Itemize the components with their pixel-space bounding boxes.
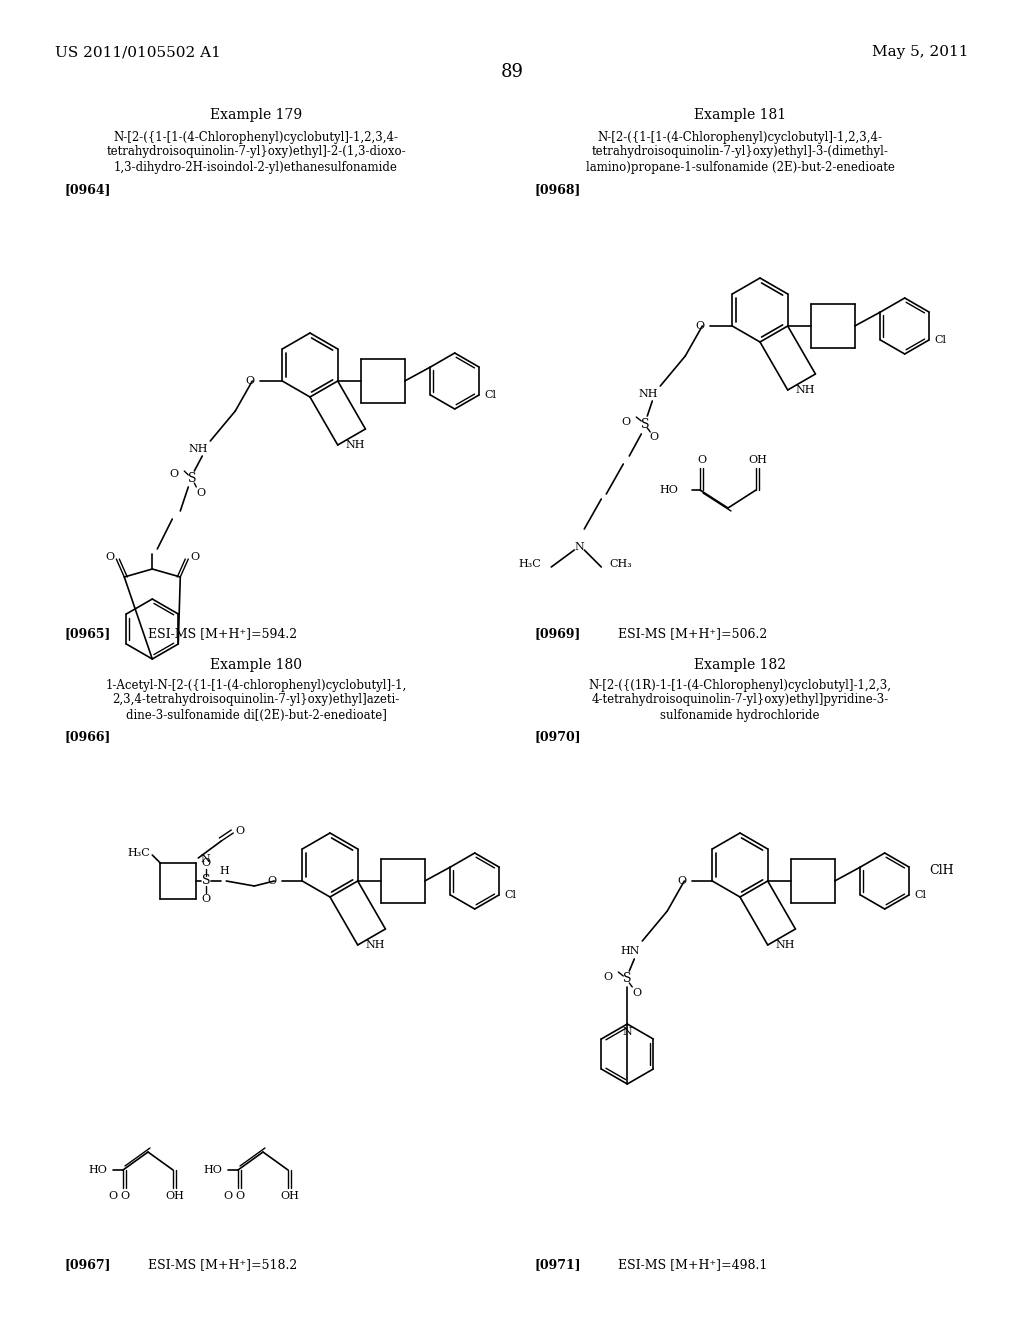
Text: NH: NH — [639, 389, 658, 399]
Text: Example 180: Example 180 — [210, 657, 302, 672]
Text: S: S — [188, 473, 197, 486]
Text: S: S — [623, 973, 632, 986]
Text: Cl: Cl — [504, 890, 516, 900]
Text: OH: OH — [281, 1191, 299, 1201]
Text: O: O — [649, 432, 658, 442]
Text: N-[2-({1-[1-(4-Chlorophenyl)cyclobutyl]-1,2,3,4-: N-[2-({1-[1-(4-Chlorophenyl)cyclobutyl]-… — [114, 131, 398, 144]
Text: ESI-MS [M+H⁺]=594.2: ESI-MS [M+H⁺]=594.2 — [148, 627, 297, 640]
Text: [0968]: [0968] — [535, 183, 582, 197]
Text: O: O — [697, 455, 707, 465]
Text: dine-3-sulfonamide di[(2E)-but-2-enedioate]: dine-3-sulfonamide di[(2E)-but-2-enedioa… — [126, 709, 386, 722]
Text: O: O — [236, 826, 245, 836]
Text: ClH: ClH — [930, 865, 954, 878]
Text: tetrahydroisoquinolin-7-yl}oxy)ethyl]-2-(1,3-dioxo-: tetrahydroisoquinolin-7-yl}oxy)ethyl]-2-… — [106, 145, 406, 158]
Text: HO: HO — [203, 1166, 222, 1175]
Text: NH: NH — [346, 440, 366, 450]
Text: H: H — [219, 866, 229, 876]
Text: [0964]: [0964] — [65, 183, 112, 197]
Text: ESI-MS [M+H⁺]=506.2: ESI-MS [M+H⁺]=506.2 — [618, 627, 767, 640]
Text: OH: OH — [749, 455, 767, 465]
Text: N-[2-({(1R)-1-[1-(4-Chlorophenyl)cyclobutyl]-1,2,3,: N-[2-({(1R)-1-[1-(4-Chlorophenyl)cyclobu… — [589, 678, 892, 692]
Text: O: O — [677, 876, 686, 886]
Text: O: O — [632, 987, 641, 998]
Text: 1,3-dihydro-2H-isoindol-2-yl)ethanesulfonamide: 1,3-dihydro-2H-isoindol-2-yl)ethanesulfo… — [114, 161, 398, 173]
Text: ESI-MS [M+H⁺]=498.1: ESI-MS [M+H⁺]=498.1 — [618, 1258, 767, 1271]
Text: [0965]: [0965] — [65, 627, 112, 640]
Text: H₃C: H₃C — [128, 847, 151, 858]
Text: O: O — [202, 894, 211, 904]
Text: [0971]: [0971] — [535, 1258, 582, 1271]
Text: O: O — [223, 1191, 232, 1201]
Text: HO: HO — [659, 484, 678, 495]
Text: Cl: Cl — [914, 890, 926, 900]
Text: O: O — [695, 321, 705, 331]
Text: 2,3,4-tetrahydroisoquinolin-7-yl}oxy)ethyl]azeti-: 2,3,4-tetrahydroisoquinolin-7-yl}oxy)eth… — [113, 693, 399, 706]
Text: HO: HO — [88, 1166, 106, 1175]
Text: NH: NH — [366, 940, 385, 950]
Text: O: O — [245, 376, 254, 385]
Text: Example 181: Example 181 — [694, 108, 786, 121]
Text: O: O — [622, 417, 631, 426]
Text: S: S — [202, 874, 211, 887]
Text: tetrahydroisoquinolin-7-yl}oxy)ethyl]-3-(dimethyl-: tetrahydroisoquinolin-7-yl}oxy)ethyl]-3-… — [592, 145, 889, 158]
Text: May 5, 2011: May 5, 2011 — [872, 45, 969, 59]
Text: Example 179: Example 179 — [210, 108, 302, 121]
Text: 89: 89 — [501, 63, 523, 81]
Text: N: N — [574, 543, 584, 552]
Text: [0966]: [0966] — [65, 730, 112, 743]
Text: HN: HN — [621, 946, 640, 956]
Text: [0969]: [0969] — [535, 627, 582, 640]
Text: O: O — [267, 876, 276, 886]
Text: N-[2-({1-[1-(4-Chlorophenyl)cyclobutyl]-1,2,3,4-: N-[2-({1-[1-(4-Chlorophenyl)cyclobutyl]-… — [597, 131, 883, 144]
Text: O: O — [105, 552, 115, 562]
Text: O: O — [121, 1191, 130, 1201]
Text: NH: NH — [796, 385, 815, 395]
Text: Cl: Cl — [934, 335, 946, 345]
Text: O: O — [197, 488, 206, 498]
Text: O: O — [109, 1191, 118, 1201]
Text: H₃C: H₃C — [518, 558, 542, 569]
Text: NH: NH — [776, 940, 796, 950]
Text: 1-Acetyl-N-[2-({1-[1-(4-chlorophenyl)cyclobutyl]-1,: 1-Acetyl-N-[2-({1-[1-(4-chlorophenyl)cyc… — [105, 678, 407, 692]
Text: O: O — [603, 972, 612, 982]
Text: ESI-MS [M+H⁺]=518.2: ESI-MS [M+H⁺]=518.2 — [148, 1258, 297, 1271]
Text: OH: OH — [166, 1191, 184, 1201]
Text: lamino)propane-1-sulfonamide (2E)-but-2-enedioate: lamino)propane-1-sulfonamide (2E)-but-2-… — [586, 161, 894, 173]
Text: O: O — [190, 552, 200, 562]
Text: 4-tetrahydroisoquinolin-7-yl}oxy)ethyl]pyridine-3-: 4-tetrahydroisoquinolin-7-yl}oxy)ethyl]p… — [592, 693, 889, 706]
Text: Cl: Cl — [484, 389, 496, 400]
Text: [0967]: [0967] — [65, 1258, 112, 1271]
Text: NH: NH — [188, 444, 208, 454]
Text: [0970]: [0970] — [535, 730, 582, 743]
Text: N: N — [623, 1027, 632, 1038]
Text: O: O — [236, 1191, 245, 1201]
Text: N: N — [201, 854, 210, 865]
Text: sulfonamide hydrochloride: sulfonamide hydrochloride — [660, 709, 820, 722]
Text: O: O — [169, 469, 178, 479]
Text: CH₃: CH₃ — [609, 558, 632, 569]
Text: Example 182: Example 182 — [694, 657, 786, 672]
Text: S: S — [641, 417, 649, 430]
Text: O: O — [202, 858, 211, 869]
Text: US 2011/0105502 A1: US 2011/0105502 A1 — [55, 45, 221, 59]
